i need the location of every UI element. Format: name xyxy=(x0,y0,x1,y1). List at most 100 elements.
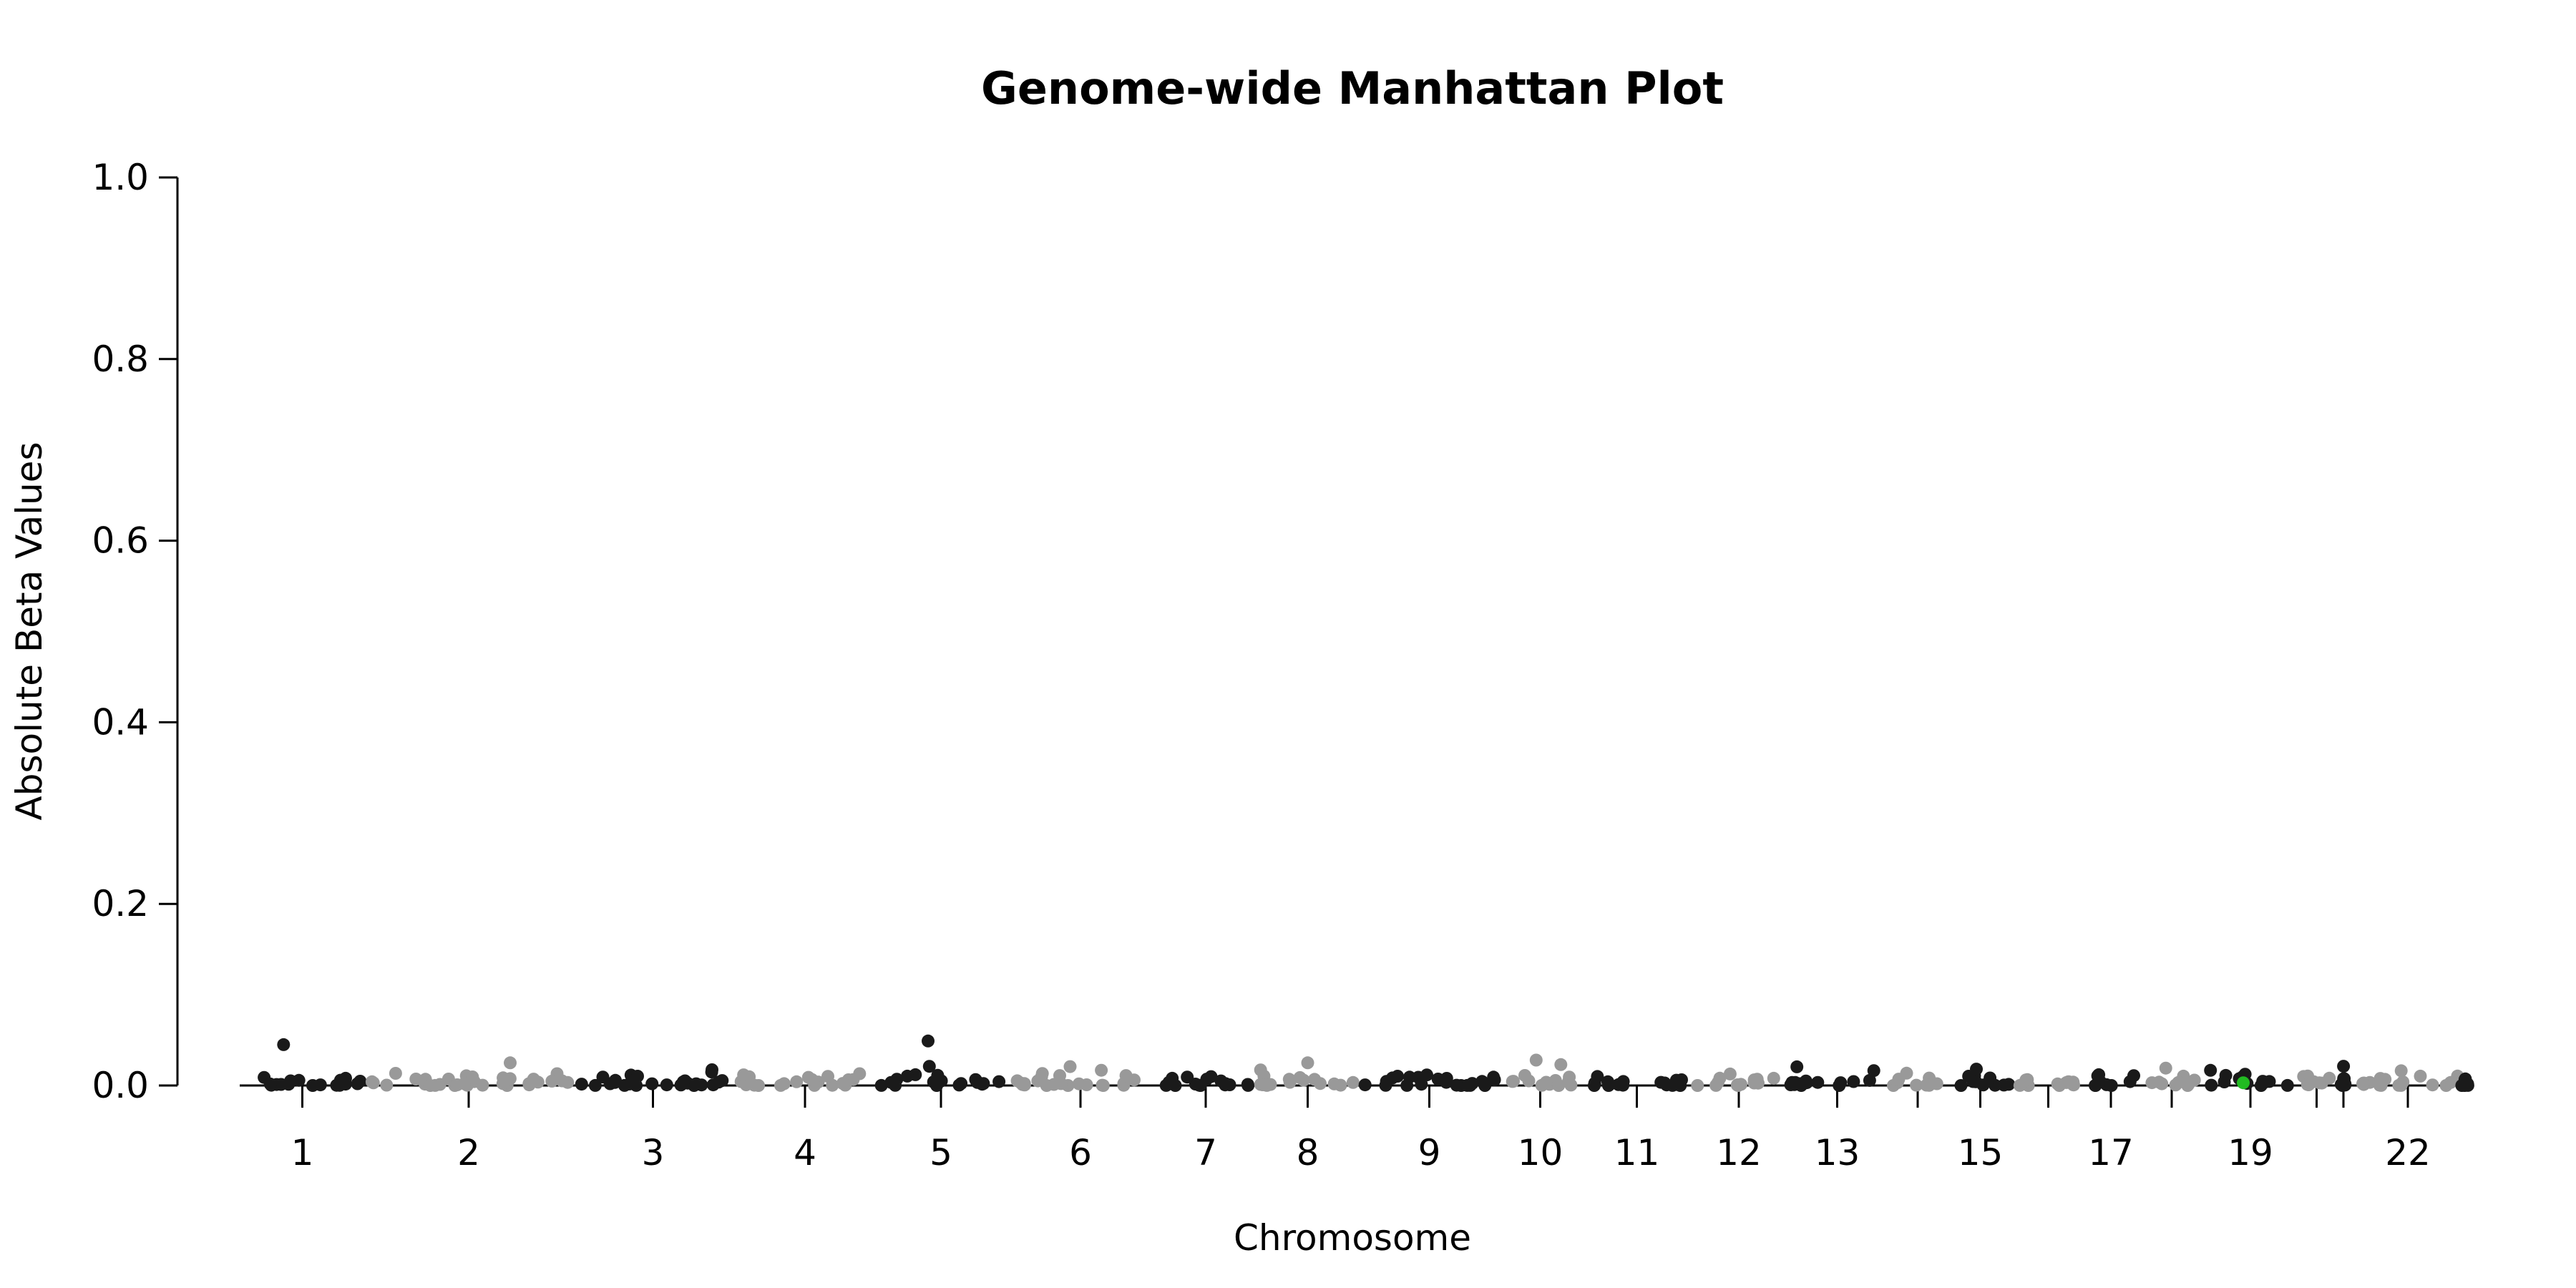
data-point xyxy=(545,1074,559,1088)
data-point xyxy=(1391,1070,1405,1083)
data-point xyxy=(1602,1079,1615,1092)
x-tick-label: 1 xyxy=(291,1132,314,1174)
data-point xyxy=(706,1078,720,1092)
data-point xyxy=(1539,1075,1553,1089)
x-tick-label: 17 xyxy=(2088,1132,2134,1174)
data-point xyxy=(1241,1078,1254,1091)
data-point xyxy=(1283,1075,1297,1089)
data-point xyxy=(2013,1078,2026,1092)
data-point xyxy=(1616,1075,1630,1088)
data-point xyxy=(645,1077,659,1091)
data-point xyxy=(2067,1075,2080,1089)
data-point xyxy=(2204,1063,2218,1077)
data-point xyxy=(689,1077,703,1091)
data-point xyxy=(1420,1068,1433,1082)
data-point xyxy=(1833,1079,1846,1092)
highlighted-point xyxy=(2237,1076,2250,1090)
data-point xyxy=(1334,1078,1347,1092)
data-point xyxy=(2280,1078,2294,1092)
data-point xyxy=(1691,1079,1704,1092)
x-tick-label: 4 xyxy=(794,1132,816,1174)
data-point xyxy=(2461,1077,2474,1091)
peak-point xyxy=(1301,1056,1314,1070)
peak-point xyxy=(504,1056,517,1070)
data-point xyxy=(1223,1078,1236,1091)
y-axis-label: Absolute Beta Values xyxy=(9,442,50,821)
data-point xyxy=(1930,1077,1943,1091)
data-point xyxy=(952,1078,966,1092)
data-point xyxy=(1564,1078,1578,1092)
data-point xyxy=(1487,1070,1501,1084)
data-point xyxy=(2002,1078,2016,1091)
x-axis-ticks: 1 2 3 4 5 6 7 8 9 10 11 12 13 15 17 19 22 xyxy=(291,1085,2431,1174)
data-point xyxy=(1035,1070,1048,1083)
data-point xyxy=(901,1069,914,1083)
data-point xyxy=(1450,1078,1463,1092)
y-tick-label: 0.2 xyxy=(92,883,149,924)
x-tick-label: 12 xyxy=(1716,1132,1762,1174)
data-point xyxy=(1478,1079,1492,1092)
data-point xyxy=(1162,1075,1176,1089)
data-point xyxy=(774,1078,787,1092)
data-point xyxy=(2092,1068,2106,1081)
data-point xyxy=(2337,1060,2351,1073)
data-point xyxy=(575,1078,588,1091)
x-tick-label: 8 xyxy=(1297,1132,1319,1174)
data-point xyxy=(2426,1078,2439,1092)
data-point xyxy=(927,1075,940,1088)
data-point xyxy=(336,1074,349,1088)
data-point xyxy=(1811,1075,1825,1089)
data-point xyxy=(1962,1070,1976,1083)
data-point xyxy=(527,1073,540,1086)
data-point xyxy=(2104,1079,2118,1092)
y-tick-label: 1.0 xyxy=(92,157,149,198)
x-tick-label: 2 xyxy=(457,1132,480,1174)
data-point xyxy=(1552,1079,1566,1092)
data-point xyxy=(2127,1069,2140,1083)
data-point xyxy=(805,1073,819,1086)
data-point xyxy=(588,1078,602,1092)
data-point xyxy=(2205,1078,2218,1092)
data-point xyxy=(2439,1079,2453,1092)
x-axis-label: Chromosome xyxy=(1234,1217,1471,1259)
data-point xyxy=(1795,1079,1808,1092)
data-point xyxy=(2394,1078,2408,1092)
data-point xyxy=(1654,1075,1668,1089)
data-point xyxy=(2338,1072,2351,1085)
y-tick-label: 0.6 xyxy=(92,520,149,562)
data-point xyxy=(1507,1075,1520,1088)
data-point xyxy=(1790,1060,1804,1073)
data-point xyxy=(884,1075,898,1089)
x-tick-label: 11 xyxy=(1614,1132,1660,1174)
y-tick-label: 0.4 xyxy=(92,701,149,743)
data-point xyxy=(409,1073,423,1085)
peak-point xyxy=(277,1038,291,1051)
data-point xyxy=(1181,1070,1194,1084)
data-point xyxy=(1016,1078,1030,1091)
data-point xyxy=(1293,1070,1307,1084)
data-point xyxy=(1346,1075,1360,1089)
data-point xyxy=(1256,1078,1269,1091)
data-point xyxy=(1415,1078,1428,1091)
data-point xyxy=(1711,1075,1724,1089)
data-point xyxy=(975,1078,989,1091)
data-point xyxy=(2256,1075,2270,1088)
data-point xyxy=(1910,1078,1923,1092)
data-point xyxy=(457,1077,471,1091)
data-point xyxy=(1588,1079,1601,1092)
data-point xyxy=(1119,1069,1133,1083)
data-point xyxy=(1254,1063,1267,1077)
data-point xyxy=(365,1075,379,1088)
x-tick-label: 19 xyxy=(2228,1132,2273,1174)
x-tick-label: 15 xyxy=(1958,1132,2004,1174)
data-point xyxy=(1054,1077,1068,1091)
data-point xyxy=(2356,1077,2369,1091)
data-point xyxy=(263,1077,277,1091)
data-point xyxy=(2182,1078,2195,1091)
data-point xyxy=(1358,1078,1372,1092)
x-tick-label: 13 xyxy=(1815,1132,1860,1174)
data-point xyxy=(1063,1060,1077,1073)
x-tick-label: 3 xyxy=(642,1132,665,1174)
data-point xyxy=(1863,1073,1876,1087)
